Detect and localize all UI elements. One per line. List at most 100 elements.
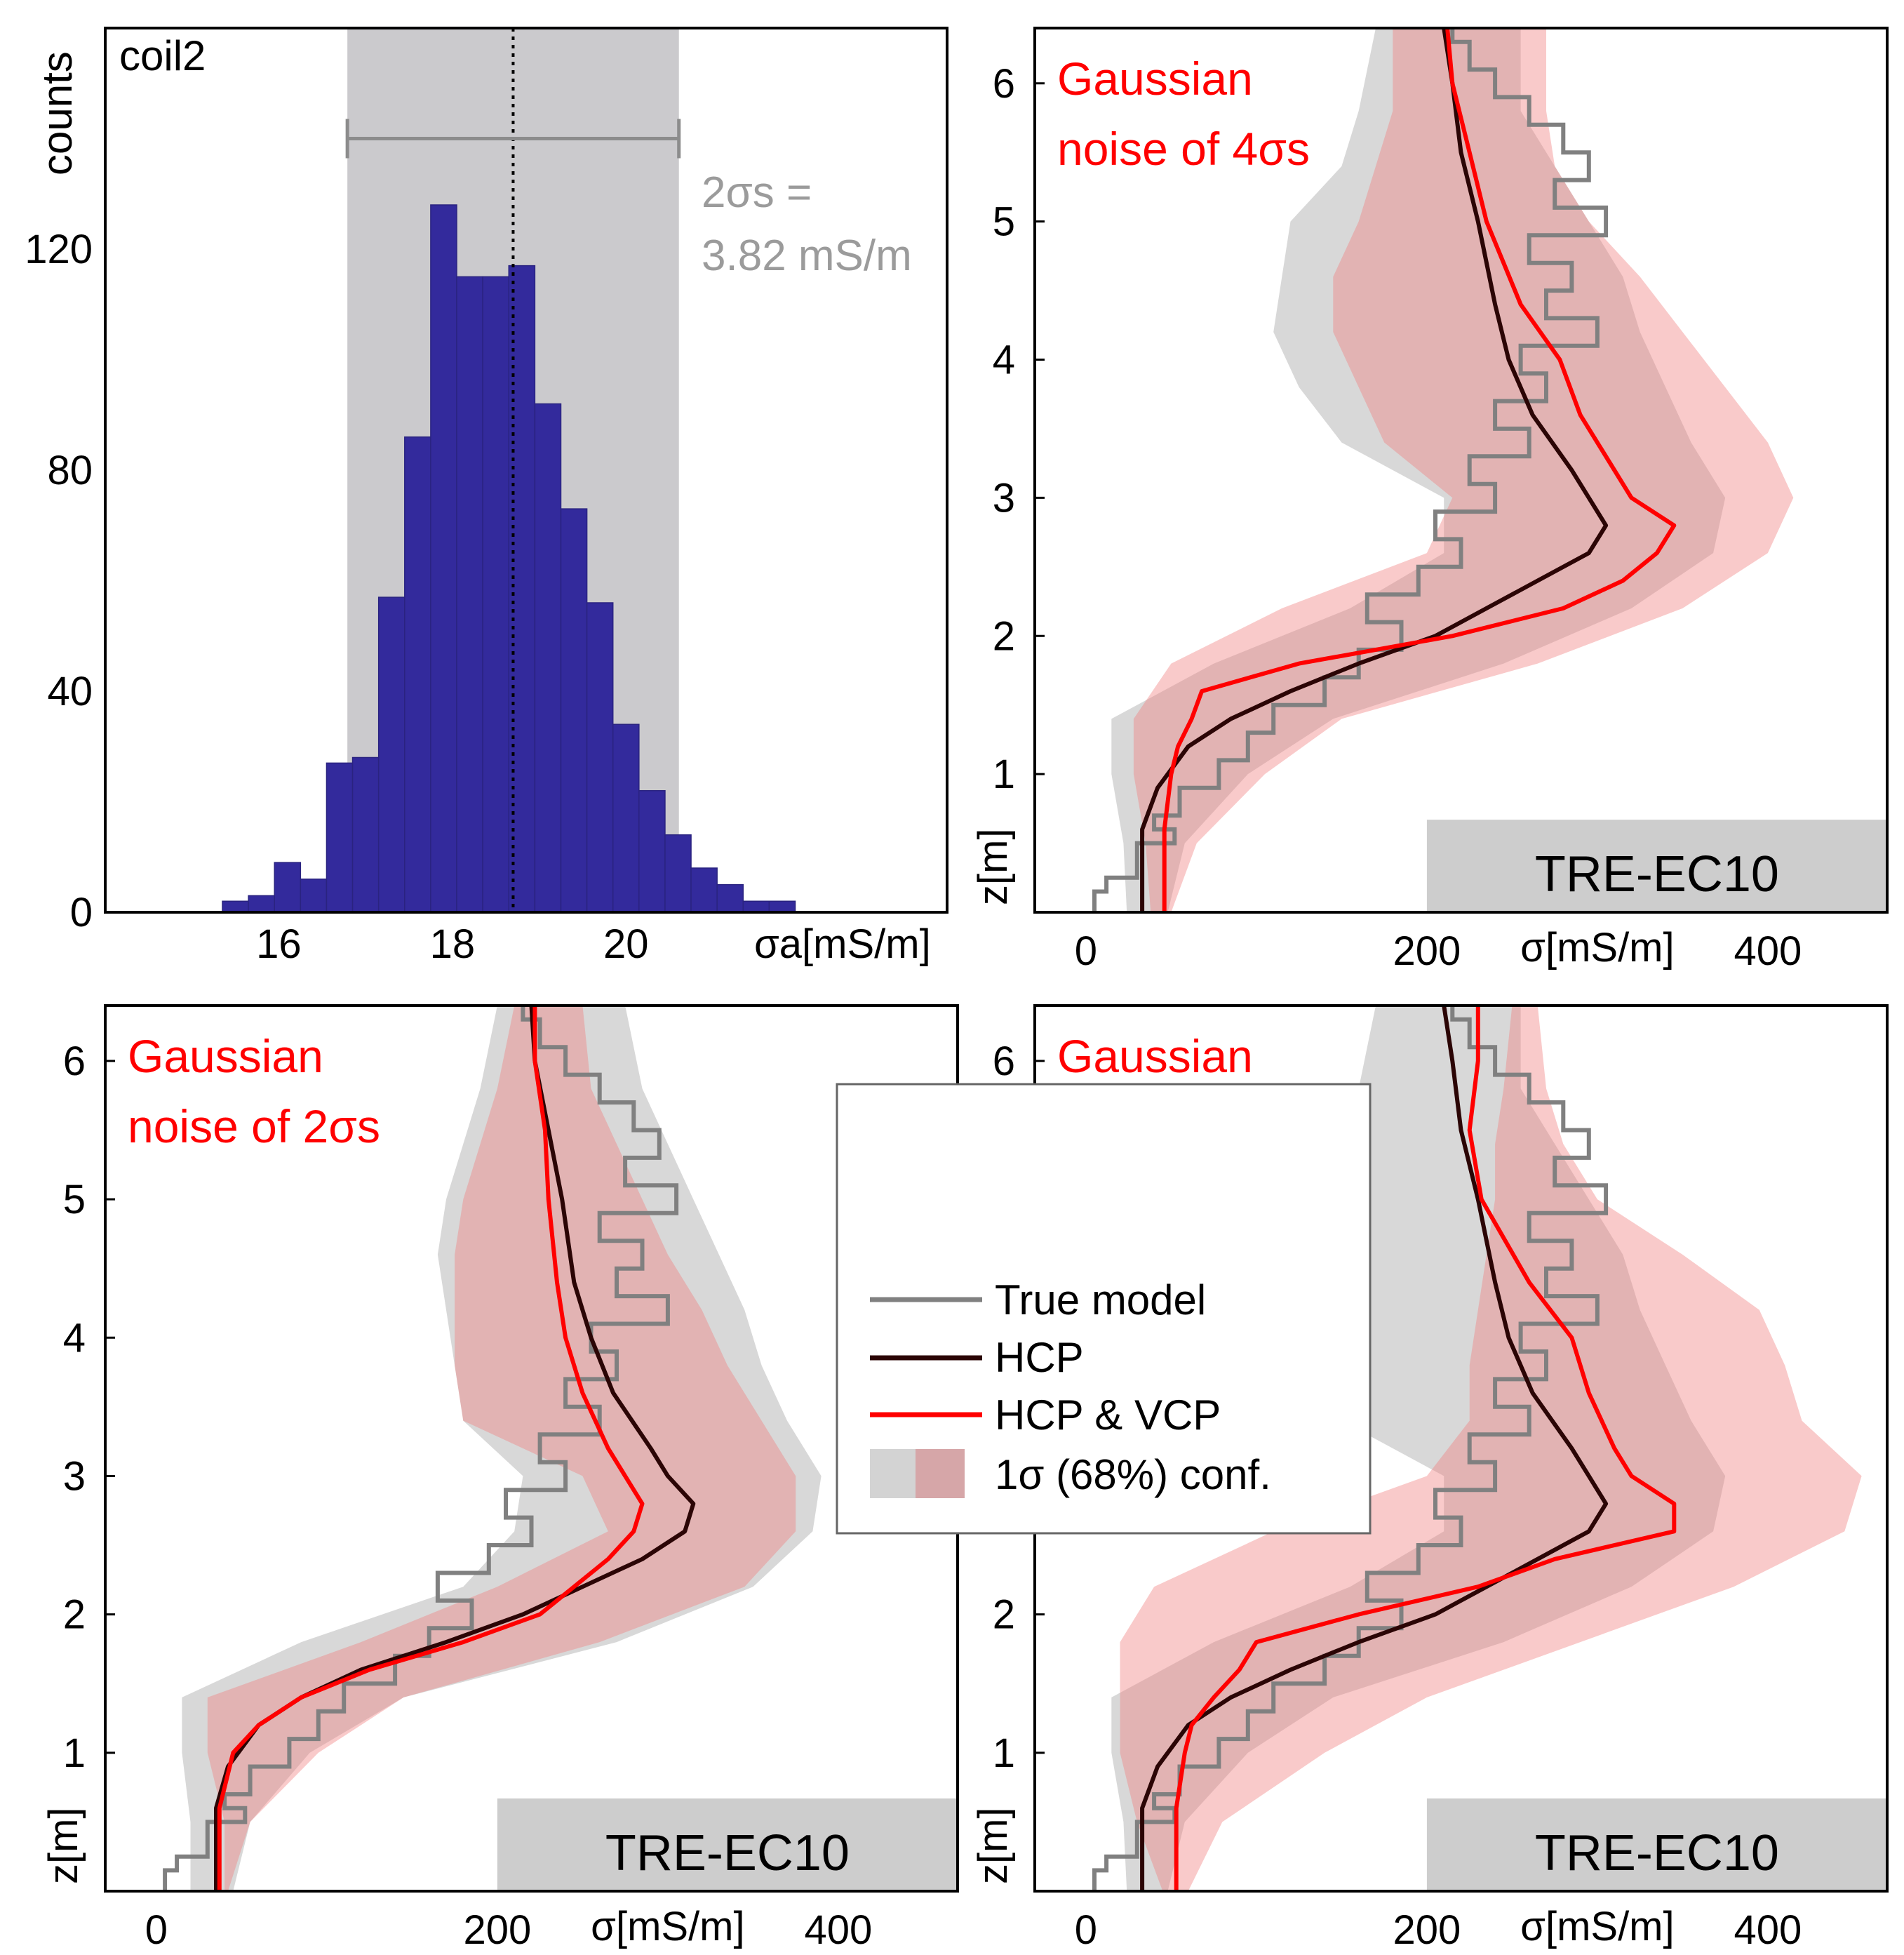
badge-label: TRE-EC10 xyxy=(1535,846,1779,902)
ytick-label-3: 3 xyxy=(993,475,1015,521)
confidence-band-hcp-vcp xyxy=(207,1006,796,1891)
legend-label-confidence: 1σ (68%) conf. xyxy=(995,1451,1271,1498)
histogram-ytick-40: 40 xyxy=(47,669,93,714)
y-axis-label: z[m] xyxy=(970,828,1016,905)
ytick-label-2: 2 xyxy=(993,1592,1015,1638)
true-model-line xyxy=(1092,28,1609,912)
xtick-label-400: 400 xyxy=(805,1907,873,1953)
legend-swatch-conf-gray xyxy=(870,1449,916,1498)
histogram-bar-11 xyxy=(508,265,536,912)
ytick-label-6: 6 xyxy=(993,61,1015,107)
legend-label-hcp-vcp: HCP & VCP xyxy=(995,1392,1221,1439)
noise-label-line-1: Gaussian xyxy=(1057,1030,1253,1082)
histogram-ticks: 16 18 20 0 40 80 120 xyxy=(25,227,648,967)
xtick-label-0: 0 xyxy=(145,1907,168,1953)
ytick-label-4: 4 xyxy=(993,338,1015,383)
histogram-bar-1 xyxy=(248,895,275,912)
noise-label-line-1: Gaussian xyxy=(128,1030,323,1082)
true-model-line xyxy=(163,1006,679,1891)
histogram-xtick-18: 18 xyxy=(430,921,476,967)
ytick-label-5: 5 xyxy=(993,199,1015,245)
xtick-label-400: 400 xyxy=(1734,928,1802,974)
xtick-label-200: 200 xyxy=(1393,928,1461,974)
histogram-title: coil2 xyxy=(119,32,206,79)
two-sigma-bracket xyxy=(345,119,681,159)
x-axis-label: σ[mS/m] xyxy=(1520,925,1674,970)
sigma-annotation-line2: 3.82 mS/m xyxy=(702,232,912,280)
confidence-band-hcp-vcp xyxy=(1120,1006,1862,1891)
y-axis-label: z[m] xyxy=(41,1807,86,1884)
histogram-xtick-16: 16 xyxy=(256,921,302,967)
badge-label: TRE-EC10 xyxy=(1535,1825,1779,1881)
histogram-xtick-20: 20 xyxy=(603,921,649,967)
xtick-label-400: 400 xyxy=(1734,1907,1802,1953)
ytick-label-2: 2 xyxy=(993,613,1015,659)
histogram-bar-13 xyxy=(560,508,588,912)
hcp-vcp-line xyxy=(217,1006,645,1891)
badge-box xyxy=(1426,1798,1887,1891)
histogram-bar-17 xyxy=(664,834,692,912)
hcp-vcp-line xyxy=(1162,28,1677,912)
histogram-bar-0 xyxy=(222,900,249,912)
ytick-label-6: 6 xyxy=(63,1039,86,1084)
true-model-line xyxy=(1092,1006,1609,1891)
x-axis-label: σ[mS/m] xyxy=(1520,1904,1674,1949)
y-axis-label: z[m] xyxy=(970,1807,1016,1884)
histogram-bar-20 xyxy=(742,900,770,912)
legend-label-true-model: True model xyxy=(995,1276,1206,1323)
depth-profile-panel-noise-4: TRE-EC10 1 2 3 4 5 6 0 200 400 σ[mS/m] z[m] Gaussian… xyxy=(970,27,1889,974)
histogram-bar-4 xyxy=(326,762,354,912)
histogram-ytick-0: 0 xyxy=(70,890,93,935)
histogram-panel: 16 18 20 0 40 80 120 coil2 counts σa[mS/m] 2σs… xyxy=(25,27,948,967)
legend-swatch-conf-red xyxy=(916,1449,965,1498)
histogram-ytick-120: 120 xyxy=(25,227,93,272)
ytick-label-5: 5 xyxy=(63,1177,86,1222)
xtick-label-0: 0 xyxy=(1075,1907,1097,1953)
noise-label-line-2: noise of 4σs xyxy=(1057,123,1310,175)
histogram-frame xyxy=(104,27,948,914)
histogram-bar-18 xyxy=(690,867,718,912)
histogram-xlabel: σa[mS/m] xyxy=(754,921,931,967)
ytick-label-1: 1 xyxy=(993,1730,1015,1776)
panel-frame xyxy=(1033,27,1889,914)
badge-box xyxy=(497,1798,958,1891)
histogram-bar-7 xyxy=(404,436,431,912)
hcp-vcp-line xyxy=(1174,1006,1677,1891)
plot-area xyxy=(1092,28,1887,912)
ytick-label-6: 6 xyxy=(993,1039,1015,1084)
noise-label-line-2: noise of 2σs xyxy=(128,1100,380,1152)
plot-area xyxy=(1092,1006,1887,1891)
plot-area xyxy=(163,1006,958,1891)
x-axis-label: σ[mS/m] xyxy=(591,1904,744,1949)
confidence-band-hcp xyxy=(1111,28,1726,912)
confidence-band-hcp xyxy=(1111,1006,1726,1891)
histogram-bar-5 xyxy=(351,756,380,912)
histogram-bar-9 xyxy=(456,276,483,912)
xtick-label-200: 200 xyxy=(464,1907,532,1953)
histogram-bar-2 xyxy=(274,862,302,912)
ytick-label-1: 1 xyxy=(993,752,1015,797)
xtick-label-0: 0 xyxy=(1075,928,1097,974)
badge-box xyxy=(1426,820,1887,912)
badge-label: TRE-EC10 xyxy=(605,1825,850,1881)
noise-label-line-1: Gaussian xyxy=(1057,53,1253,105)
histogram-ytick-80: 80 xyxy=(47,448,93,493)
histogram-bar-14 xyxy=(586,602,614,912)
ytick-label-1: 1 xyxy=(63,1730,86,1776)
histogram-bar-6 xyxy=(377,596,405,912)
histogram-bar-16 xyxy=(638,790,666,912)
histogram-bar-10 xyxy=(482,276,510,912)
ytick-label-4: 4 xyxy=(63,1315,86,1361)
xtick-label-200: 200 xyxy=(1393,1907,1461,1953)
histogram-bar-12 xyxy=(534,403,562,912)
histogram-bar-21 xyxy=(768,900,796,912)
depth-profile-panel-noise-10: TRE-EC101234560200400σ[mS/m]z[m]Gaussian… xyxy=(970,1004,1889,1953)
confidence-band-hcp xyxy=(182,1006,822,1891)
histogram-ylabel: counts xyxy=(34,51,81,175)
histogram-bar-19 xyxy=(716,883,744,912)
depth-profile-panel-noise-2: TRE-EC10 1 2 3 4 5 6 0 200 400 σ[mS/m] z[m] Gaussian… xyxy=(41,1004,959,1953)
histogram-bars xyxy=(222,204,796,912)
histogram-bar-15 xyxy=(612,723,640,912)
hcp-line xyxy=(1140,28,1609,912)
